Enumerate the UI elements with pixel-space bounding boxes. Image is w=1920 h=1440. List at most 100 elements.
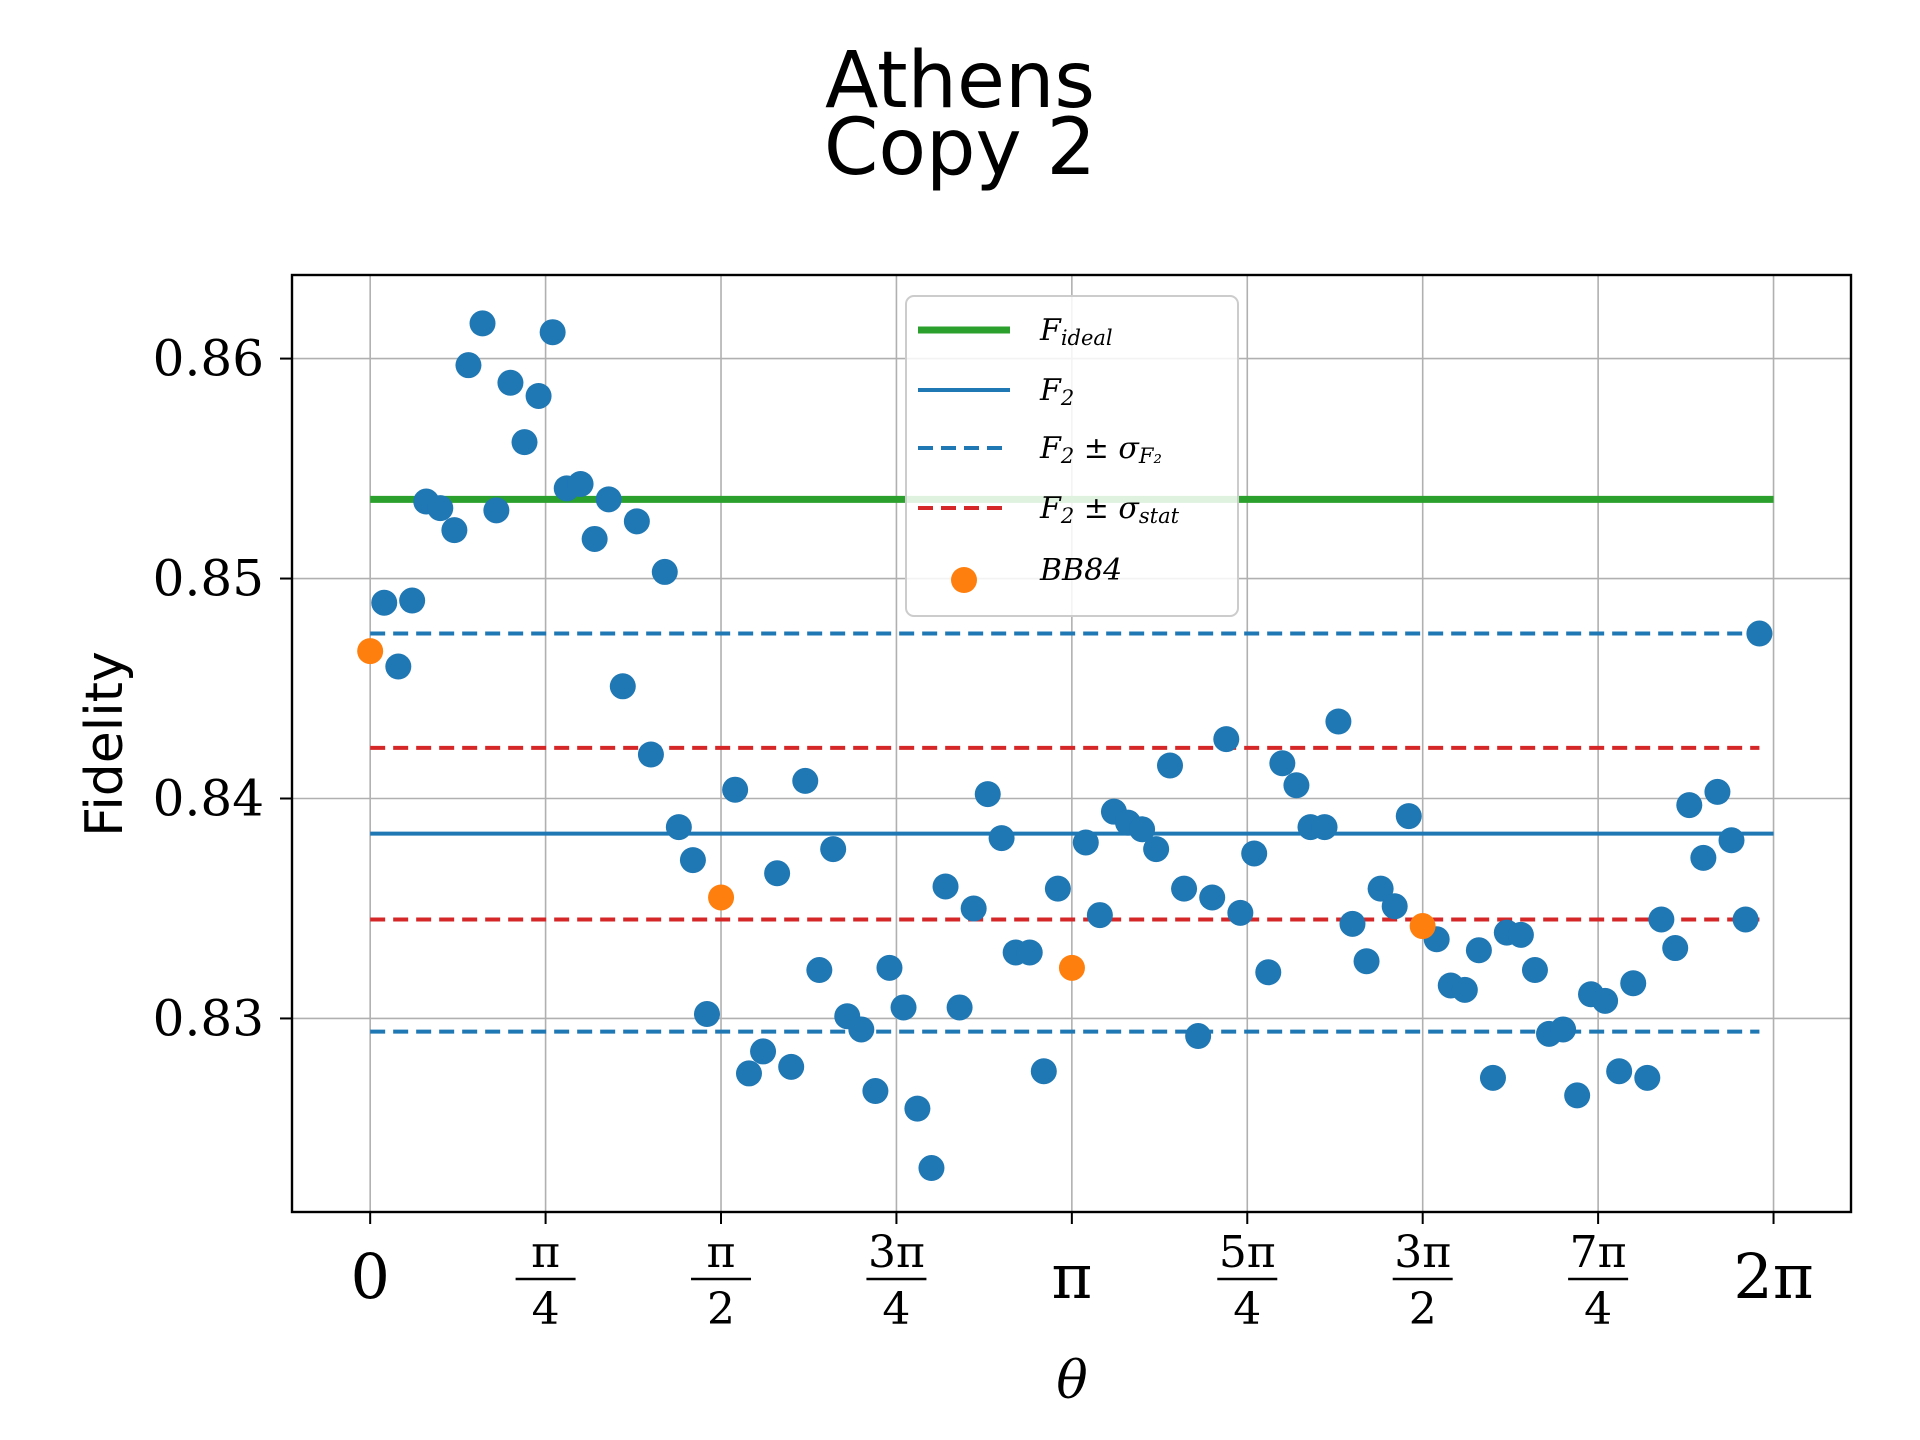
f2-point-63 bbox=[1283, 772, 1310, 799]
f2-point-29 bbox=[792, 767, 819, 794]
f2-point-9 bbox=[497, 369, 524, 396]
f2-point-86 bbox=[1620, 970, 1647, 997]
f2-point-57 bbox=[1199, 884, 1226, 911]
x-tick-denominator-7: 4 bbox=[1584, 1284, 1612, 1335]
f2-point-65 bbox=[1311, 814, 1338, 841]
f2-point-68 bbox=[1353, 948, 1380, 975]
f2-point-43 bbox=[988, 825, 1015, 852]
f2-point-36 bbox=[890, 994, 917, 1021]
f2-point-31 bbox=[820, 836, 847, 863]
x-tick-numerator-2: π bbox=[707, 1227, 736, 1278]
f2-point-48 bbox=[1072, 829, 1099, 856]
f2-point-5 bbox=[441, 517, 468, 544]
f2-point-8 bbox=[483, 497, 510, 524]
x-tick-label-0: 0 bbox=[350, 1240, 389, 1313]
x-tick-denominator-3: 4 bbox=[882, 1284, 910, 1335]
f2-point-56 bbox=[1185, 1023, 1212, 1050]
f2-point-14 bbox=[567, 470, 594, 497]
f2-point-93 bbox=[1718, 827, 1745, 854]
f2-point-71 bbox=[1395, 803, 1422, 830]
f2-point-60 bbox=[1241, 840, 1268, 867]
f2-point-39 bbox=[932, 873, 959, 900]
f2-point-34 bbox=[862, 1078, 889, 1105]
y-tick-label-3: 0.86 bbox=[153, 330, 264, 388]
f2-point-92 bbox=[1704, 778, 1731, 805]
f2-point-95 bbox=[1746, 620, 1773, 647]
x-tick-denominator-2: 2 bbox=[707, 1284, 735, 1335]
chart-title-line-1: Athens bbox=[824, 36, 1096, 126]
f2-point-52 bbox=[1129, 816, 1156, 843]
bb84-point-1 bbox=[708, 884, 735, 911]
f2-point-74 bbox=[1451, 976, 1478, 1003]
f2-point-90 bbox=[1676, 792, 1703, 819]
f2-point-53 bbox=[1143, 836, 1170, 863]
f2-point-24 bbox=[722, 776, 749, 803]
f2-point-81 bbox=[1550, 1016, 1577, 1043]
f2-point-7 bbox=[469, 310, 496, 337]
f2-point-21 bbox=[665, 814, 692, 841]
f2-point-20 bbox=[651, 558, 678, 585]
f2-point-85 bbox=[1606, 1058, 1633, 1085]
x-tick-denominator-1: 4 bbox=[532, 1284, 560, 1335]
f2-point-37 bbox=[904, 1095, 931, 1122]
f2-point-33 bbox=[848, 1016, 875, 1043]
f2-point-58 bbox=[1213, 726, 1240, 753]
f2-point-35 bbox=[876, 954, 903, 981]
f2-point-88 bbox=[1648, 906, 1675, 933]
f2-point-87 bbox=[1634, 1064, 1661, 1091]
x-tick-denominator-6: 2 bbox=[1409, 1284, 1437, 1335]
f2-point-75 bbox=[1465, 937, 1492, 964]
f2-point-17 bbox=[609, 673, 636, 700]
f2-point-18 bbox=[623, 508, 650, 535]
f2-point-78 bbox=[1507, 921, 1534, 948]
f2-point-41 bbox=[960, 895, 987, 922]
f2-point-2 bbox=[399, 587, 426, 614]
f2-point-82 bbox=[1564, 1082, 1591, 1109]
f2-point-70 bbox=[1381, 893, 1408, 920]
legend-label-f2-pm-sigma-f2: F2 ± σF₂ bbox=[1039, 431, 1162, 468]
x-tick-numerator-6: 3π bbox=[1394, 1227, 1451, 1278]
f2-point-30 bbox=[806, 957, 833, 984]
f2-point-42 bbox=[974, 781, 1001, 808]
x-tick-numerator-7: 7π bbox=[1570, 1227, 1627, 1278]
x-tick-denominator-5: 4 bbox=[1233, 1284, 1261, 1335]
f2-point-94 bbox=[1732, 906, 1759, 933]
f2-point-38 bbox=[918, 1155, 945, 1182]
f2-point-10 bbox=[511, 429, 538, 456]
f2-point-91 bbox=[1690, 844, 1717, 871]
legend-label-bb84: BB84 bbox=[1039, 553, 1122, 588]
f2-point-49 bbox=[1086, 902, 1113, 929]
f2-point-66 bbox=[1325, 708, 1352, 735]
f2-point-46 bbox=[1030, 1058, 1057, 1085]
x-tick-numerator-3: 3π bbox=[868, 1227, 925, 1278]
y-tick-label-0: 0.83 bbox=[153, 989, 264, 1047]
f2-point-6 bbox=[455, 352, 482, 379]
x-tick-numerator-5: 5π bbox=[1219, 1227, 1276, 1278]
f2-point-11 bbox=[525, 382, 552, 409]
f2-point-89 bbox=[1662, 935, 1689, 962]
f2-point-76 bbox=[1479, 1064, 1506, 1091]
legend-box bbox=[905, 295, 1239, 617]
f2-point-62 bbox=[1269, 750, 1296, 777]
f2-point-25 bbox=[735, 1060, 762, 1087]
bb84-point-2 bbox=[1058, 954, 1085, 981]
f2-point-23 bbox=[693, 1001, 720, 1028]
f2-point-40 bbox=[946, 994, 973, 1021]
f2-point-69 bbox=[1367, 875, 1394, 902]
f2-point-47 bbox=[1044, 875, 1071, 902]
f2-point-55 bbox=[1171, 875, 1198, 902]
x-tick-label-8: 2π bbox=[1733, 1240, 1813, 1313]
f2-point-54 bbox=[1156, 752, 1183, 779]
f2-point-12 bbox=[539, 319, 566, 346]
bb84-point-0 bbox=[357, 638, 384, 665]
f2-point-16 bbox=[595, 486, 622, 513]
f2-point-15 bbox=[581, 525, 608, 552]
f2-point-26 bbox=[750, 1038, 777, 1065]
f2-point-28 bbox=[778, 1053, 805, 1080]
legend-marker-bb84 bbox=[951, 567, 977, 593]
x-axis-title: θ bbox=[1056, 1351, 1087, 1411]
x-tick-numerator-1: π bbox=[531, 1227, 560, 1278]
legend-label-f-ideal: Fideal bbox=[1039, 313, 1113, 350]
